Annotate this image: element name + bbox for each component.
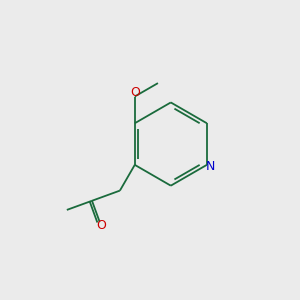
Text: O: O xyxy=(96,219,106,232)
Text: O: O xyxy=(130,86,140,99)
Text: N: N xyxy=(206,160,215,173)
